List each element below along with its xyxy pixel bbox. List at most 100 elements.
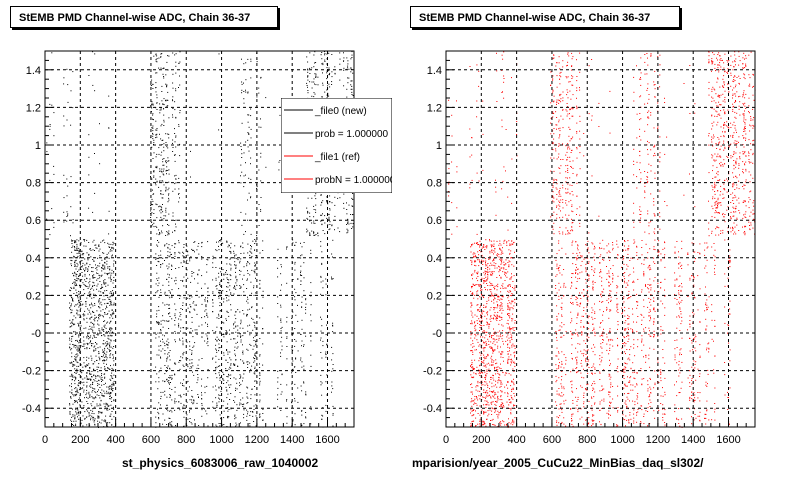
data-point bbox=[227, 416, 229, 418]
data-point bbox=[168, 417, 170, 419]
data-point bbox=[259, 252, 261, 254]
data-point bbox=[339, 63, 341, 65]
data-point bbox=[588, 65, 590, 67]
data-point bbox=[294, 261, 296, 263]
data-point bbox=[259, 380, 261, 382]
data-point bbox=[167, 189, 169, 191]
data-point bbox=[233, 377, 235, 379]
data-point bbox=[234, 254, 236, 256]
data-point bbox=[653, 213, 655, 215]
data-point bbox=[562, 199, 564, 201]
data-point bbox=[647, 153, 649, 155]
data-point bbox=[159, 205, 161, 207]
data-point bbox=[347, 220, 349, 222]
data-point bbox=[172, 147, 174, 148]
data-point bbox=[71, 361, 73, 363]
data-point bbox=[331, 381, 333, 383]
data-point bbox=[106, 314, 108, 315]
data-point bbox=[246, 415, 248, 417]
data-point bbox=[321, 194, 322, 196]
data-point bbox=[743, 128, 745, 130]
data-point bbox=[234, 264, 235, 266]
data-point bbox=[314, 51, 316, 53]
data-point bbox=[179, 61, 181, 63]
data-point bbox=[83, 405, 85, 407]
data-point bbox=[253, 270, 255, 272]
data-point bbox=[719, 104, 721, 106]
data-point bbox=[708, 51, 710, 53]
data-point bbox=[108, 393, 110, 395]
data-point bbox=[659, 212, 661, 214]
data-point bbox=[78, 324, 80, 326]
data-point bbox=[169, 359, 171, 361]
data-point bbox=[346, 88, 348, 90]
data-point bbox=[93, 363, 95, 365]
data-point bbox=[501, 119, 503, 121]
data-point bbox=[633, 174, 635, 176]
data-point bbox=[259, 354, 261, 356]
x-tick-label: 800 bbox=[177, 434, 195, 446]
data-point bbox=[75, 249, 76, 251]
data-point bbox=[99, 255, 101, 257]
data-point bbox=[171, 421, 173, 423]
data-point bbox=[716, 124, 718, 126]
data-point bbox=[558, 102, 560, 104]
data-point bbox=[591, 175, 593, 177]
data-point bbox=[571, 185, 573, 186]
data-point bbox=[111, 279, 112, 281]
data-point bbox=[168, 352, 170, 354]
data-point bbox=[713, 108, 715, 110]
data-point bbox=[152, 158, 154, 159]
data-point bbox=[53, 173, 55, 175]
data-point bbox=[259, 317, 261, 319]
data-point bbox=[744, 110, 745, 112]
data-point bbox=[292, 279, 294, 280]
data-point bbox=[89, 284, 91, 286]
data-point bbox=[66, 220, 68, 222]
data-point bbox=[88, 335, 89, 337]
data-point bbox=[158, 371, 160, 373]
data-point bbox=[555, 148, 557, 150]
data-point bbox=[170, 395, 171, 397]
data-point bbox=[712, 86, 714, 88]
data-point bbox=[239, 262, 241, 264]
data-point bbox=[732, 109, 734, 111]
data-point bbox=[311, 81, 313, 83]
data-point bbox=[254, 271, 256, 273]
data-point bbox=[726, 155, 728, 157]
data-point bbox=[156, 321, 157, 323]
data-point bbox=[162, 158, 164, 160]
data-point bbox=[565, 181, 567, 183]
data-point bbox=[735, 86, 736, 88]
data-point bbox=[719, 55, 721, 57]
data-point bbox=[728, 145, 730, 147]
data-point bbox=[297, 320, 299, 322]
data-point bbox=[723, 188, 725, 190]
data-point bbox=[96, 405, 98, 407]
data-point bbox=[325, 404, 327, 406]
data-point bbox=[84, 365, 86, 367]
data-point bbox=[732, 80, 734, 82]
data-point bbox=[640, 210, 642, 212]
data-point bbox=[332, 353, 334, 355]
data-point bbox=[262, 307, 264, 309]
data-point bbox=[478, 180, 480, 182]
data-point bbox=[77, 362, 79, 364]
data-point bbox=[351, 91, 353, 93]
data-point bbox=[187, 390, 189, 392]
data-point bbox=[49, 234, 51, 236]
data-point bbox=[111, 309, 113, 311]
data-point bbox=[223, 333, 225, 335]
data-point bbox=[160, 404, 161, 406]
data-point bbox=[334, 72, 336, 74]
data-point bbox=[719, 163, 720, 165]
data-point bbox=[552, 200, 554, 202]
data-point bbox=[259, 401, 261, 403]
data-point bbox=[286, 399, 288, 401]
data-point bbox=[104, 272, 106, 274]
data-point bbox=[101, 381, 102, 382]
data-point bbox=[108, 405, 110, 407]
data-point bbox=[75, 387, 77, 388]
data-point bbox=[218, 350, 220, 352]
data-point bbox=[225, 386, 227, 388]
